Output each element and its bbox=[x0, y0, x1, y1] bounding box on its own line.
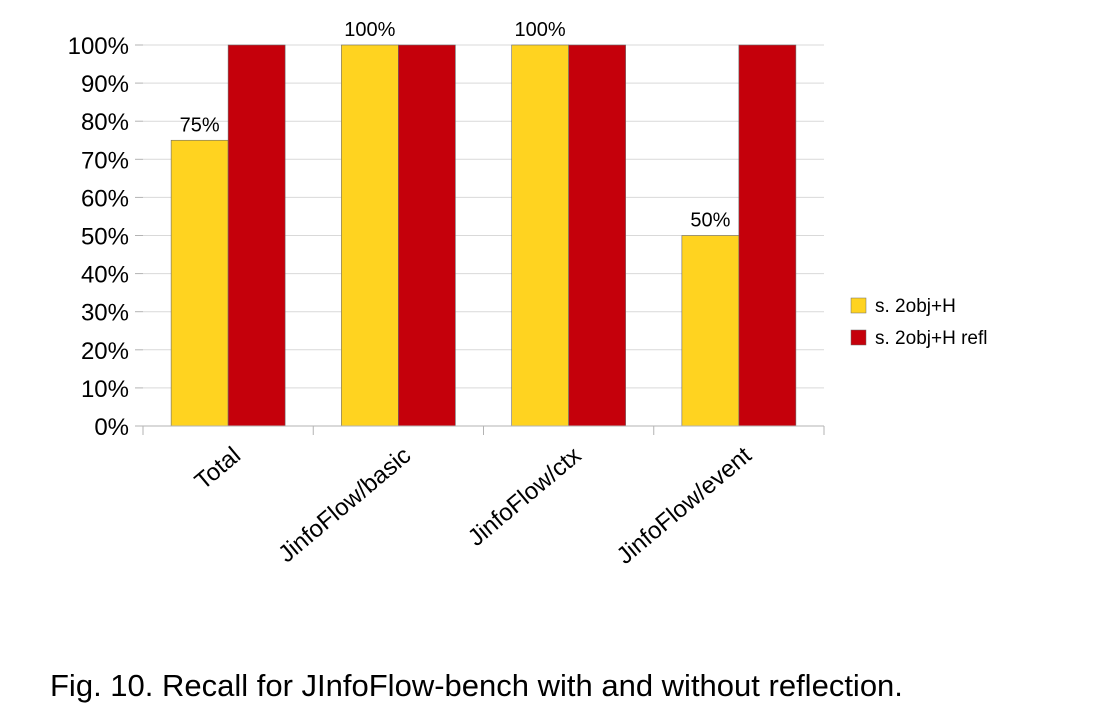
bar bbox=[511, 44, 569, 427]
category-label: JinfoFlow/ctx bbox=[463, 442, 587, 552]
y-tick-label: 80% bbox=[81, 109, 129, 136]
bar bbox=[681, 235, 740, 427]
figure-caption: Fig. 10. Recall for JInfoFlow-bench with… bbox=[50, 668, 903, 703]
y-tick-label: 90% bbox=[81, 71, 129, 98]
legend-label: s. 2obj+H bbox=[875, 296, 956, 317]
axes bbox=[135, 44, 825, 435]
category-label: JinfoFlow/basic bbox=[273, 442, 416, 568]
data-label: 100% bbox=[515, 19, 566, 41]
data-label: 75% bbox=[180, 114, 220, 136]
category-label: JinfoFlow/event bbox=[612, 442, 757, 570]
bars bbox=[170, 44, 797, 427]
y-tick-label: 10% bbox=[81, 376, 129, 403]
bar bbox=[341, 44, 399, 427]
y-tick-label: 60% bbox=[81, 185, 129, 212]
y-tick-label: 20% bbox=[81, 338, 129, 365]
y-tick-label: 30% bbox=[81, 300, 129, 327]
bar-chart: 0% 10% 20% 30% 40% 50% 60% 70% 80% 90% 100% 75% Tota… bbox=[68, 19, 988, 570]
bar bbox=[227, 44, 286, 427]
bar bbox=[170, 139, 229, 427]
data-label: 50% bbox=[690, 210, 730, 232]
legend-swatch bbox=[850, 329, 867, 346]
y-tick-label: 50% bbox=[81, 224, 129, 251]
bar bbox=[738, 44, 797, 427]
data-label: 100% bbox=[344, 19, 395, 41]
legend: s. 2obj+H s. 2obj+H refl bbox=[850, 296, 987, 349]
legend-label: s. 2obj+H refl bbox=[875, 328, 987, 349]
y-tick-label: 100% bbox=[68, 33, 129, 60]
bar bbox=[398, 44, 456, 427]
legend-swatch bbox=[850, 297, 867, 314]
y-tick-label: 0% bbox=[94, 414, 129, 441]
y-tick-label: 40% bbox=[81, 262, 129, 289]
y-tick-label: 70% bbox=[81, 147, 129, 174]
bar bbox=[568, 44, 626, 427]
category-label: Total bbox=[190, 442, 246, 495]
